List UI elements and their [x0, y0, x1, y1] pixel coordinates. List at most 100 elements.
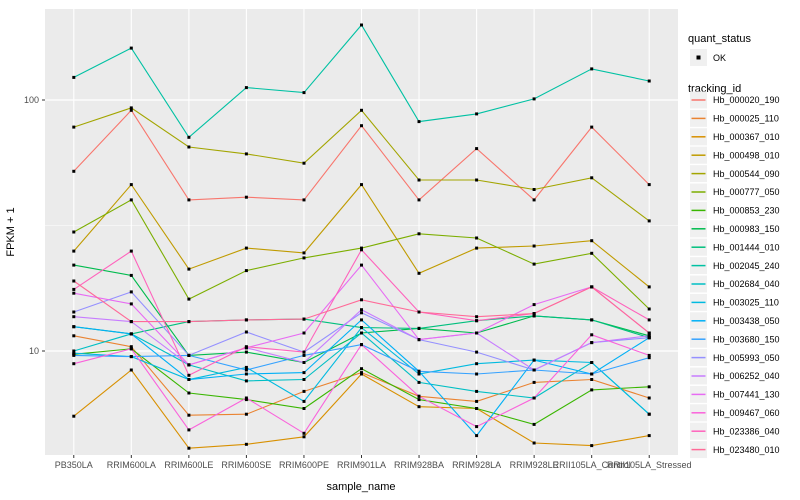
legend-item-Hb_000777_050: Hb_000777_050: [690, 183, 780, 201]
data-point: [647, 353, 651, 357]
data-point: [72, 263, 76, 267]
data-point: [302, 251, 306, 255]
data-point: [590, 125, 594, 129]
data-point: [590, 444, 594, 448]
data-point: [590, 388, 594, 392]
data-point: [129, 183, 133, 187]
data-point: [475, 407, 479, 410]
data-point: [360, 248, 363, 252]
x-tick-label: RRII105LA_Control: [553, 460, 631, 470]
data-point: [244, 350, 248, 354]
legend-item-Hb_000544_090: Hb_000544_090: [690, 165, 780, 183]
data-point: [590, 318, 594, 322]
data-point: [302, 378, 306, 381]
data-point: [417, 398, 421, 402]
data-point: [532, 188, 536, 191]
legend-item-label: Hb_000367_010: [713, 132, 780, 142]
data-point: [475, 425, 479, 429]
data-point: [72, 351, 76, 355]
data-point: [244, 372, 248, 376]
legend-item-label: Hb_002684_040: [713, 279, 780, 289]
data-point: [532, 441, 536, 445]
data-point: [244, 412, 248, 416]
data-point: [360, 318, 363, 322]
gridlines: [45, 9, 678, 455]
data-point: [647, 412, 651, 416]
data-point: [72, 362, 76, 366]
data-point: [72, 75, 76, 79]
data-point: [302, 407, 306, 410]
data-point: [129, 46, 133, 50]
data-point: [590, 67, 594, 71]
data-point: [244, 330, 248, 334]
data-point: [417, 198, 421, 202]
data-point: [647, 219, 651, 223]
data-point: [302, 371, 306, 375]
data-point: [360, 326, 363, 330]
data-point: [244, 379, 248, 383]
x-tick-label: RRII105LA_Stressed: [607, 460, 692, 470]
data-point: [244, 345, 248, 349]
data-point: [187, 428, 191, 432]
legend-item-label: Hb_003438_050: [713, 316, 780, 326]
legend-item-label: Hb_000983_150: [713, 224, 780, 234]
data-point: [187, 391, 191, 395]
data-point: [302, 350, 306, 354]
y-axis-title: FPKM + 1: [5, 207, 17, 256]
data-point: [302, 161, 306, 165]
data-point: [590, 333, 594, 337]
data-point: [647, 434, 651, 438]
legend-item-label: Hb_003025_110: [713, 298, 779, 308]
data-point: [244, 318, 248, 322]
x-tick-label: RRIM600LA: [107, 460, 156, 470]
data-point: [72, 353, 76, 357]
legend-ok-label: OK: [713, 53, 726, 63]
data-point: [590, 176, 594, 180]
data-point: [475, 236, 479, 240]
data-point: [244, 269, 248, 273]
data-point: [532, 368, 536, 372]
data-point: [187, 297, 191, 301]
data-point: [244, 195, 248, 199]
legend-item-Hb_007441_130: Hb_007441_130: [690, 385, 780, 403]
data-point: [360, 183, 363, 187]
data-point: [72, 230, 76, 234]
data-point: [417, 380, 421, 384]
data-point: [417, 372, 421, 376]
legend-item-Hb_005993_050: Hb_005993_050: [690, 349, 780, 367]
data-point: [360, 124, 363, 128]
x-axis-title: sample_name: [326, 481, 395, 493]
data-point: [187, 446, 191, 450]
legend-item-label: Hb_023386_040: [713, 426, 780, 436]
x-tick-label: RRIM901LA: [337, 460, 386, 470]
data-point: [302, 198, 306, 202]
data-point: [475, 178, 479, 182]
data-point: [647, 307, 651, 311]
data-point: [72, 169, 76, 173]
data-point: [417, 178, 421, 182]
data-point: [129, 320, 133, 324]
legend-item-Hb_003680_150: Hb_003680_150: [690, 330, 780, 348]
x-tick-label: RRIM600PE: [279, 460, 329, 470]
data-point: [647, 336, 651, 340]
data-point: [475, 315, 479, 319]
data-point: [187, 373, 191, 377]
legend-item-label: Hb_000025_110: [713, 114, 779, 124]
legend-item-label: Hb_023480_010: [713, 445, 780, 455]
data-point: [532, 244, 536, 248]
x-tick-label: RRIM928LE: [510, 460, 559, 470]
data-point: [532, 314, 536, 318]
data-point: [647, 334, 651, 338]
data-point: [475, 319, 479, 323]
data-point: [475, 399, 479, 403]
data-point: [72, 287, 76, 291]
legend: quant_status OK tracking_id Hb_000020_19…: [688, 33, 780, 459]
data-point: [302, 435, 306, 439]
legend-item-Hb_000367_010: Hb_000367_010: [690, 128, 780, 146]
data-point: [647, 183, 651, 187]
data-point: [72, 334, 76, 338]
data-point: [590, 372, 594, 376]
data-point: [417, 338, 421, 342]
data-point: [647, 356, 651, 360]
